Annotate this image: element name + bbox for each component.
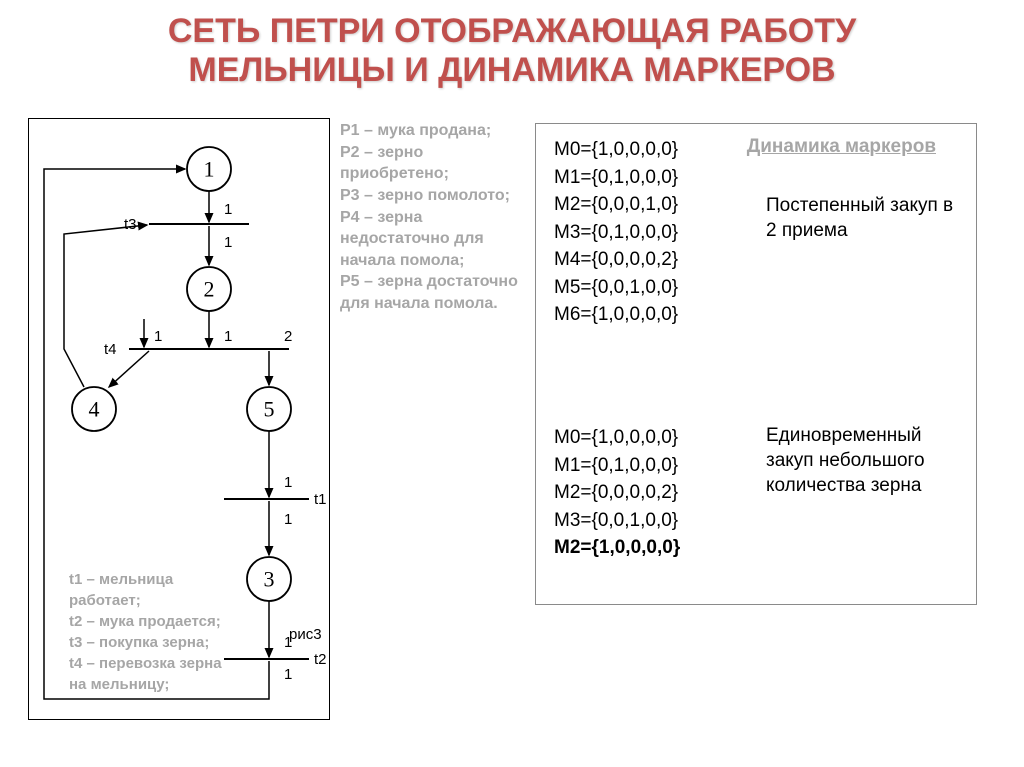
legend-transitions: t1 – мельница работает; t2 – мука продае…: [69, 569, 239, 695]
svg-text:1: 1: [284, 666, 292, 683]
svg-text:1: 1: [284, 511, 292, 528]
legend-t-item: t1 – мельница работает;: [69, 569, 239, 611]
legend-places: P1 – мука продана; P2 – зерно приобретен…: [340, 120, 530, 314]
svg-text:3: 3: [264, 567, 275, 592]
svg-text:1: 1: [224, 201, 232, 218]
svg-text:1: 1: [224, 234, 232, 251]
svg-text:4: 4: [89, 397, 100, 422]
svg-text:t2: t2: [314, 651, 327, 668]
petri-net-diagram: 1 2 4 5 3 t3 t4 t1 t2 1 1 1 1 2 1 1 1 1: [28, 118, 330, 720]
svg-text:t1: t1: [314, 491, 327, 508]
caption-b: Единовременный закуп небольшого количест…: [766, 424, 966, 498]
svg-text:t3: t3: [124, 216, 137, 233]
title-line2: МЕЛЬНИЦЫ И ДИНАМИКА МАРКЕРОВ: [188, 51, 835, 89]
legend-p-item: P2 – зерно приобретено;: [340, 142, 530, 185]
svg-text:5: 5: [264, 397, 275, 422]
figure-label: рис3: [289, 626, 322, 643]
marking-row: M1={0,1,0,0,0}: [554, 452, 680, 480]
marking-row: M5={0,0,1,0,0}: [554, 274, 678, 302]
caption-a: Постепенный закуп в 2 приема: [766, 194, 966, 243]
markings-panel: Динамика маркеров M0={1,0,0,0,0} M1={0,1…: [535, 123, 977, 605]
page-title: СЕТЬ ПЕТРИ ОТОБРАЖАЮЩАЯ РАБОТУ МЕЛЬНИЦЫ …: [0, 0, 1024, 98]
content-area: 1 2 4 5 3 t3 t4 t1 t2 1 1 1 1 2 1 1 1 1: [0, 98, 1024, 758]
legend-p-item: P3 – зерно помолото;: [340, 185, 530, 207]
marking-row: M3={0,0,1,0,0}: [554, 507, 680, 535]
dynamics-title: Динамика маркеров: [747, 136, 936, 158]
svg-text:2: 2: [204, 277, 215, 302]
svg-text:1: 1: [154, 328, 162, 345]
legend-p-item: P5 – зерна достаточно для начала помола.: [340, 271, 530, 314]
marking-row: M2={0,0,0,0,2}: [554, 479, 680, 507]
markings-sequence-b: M0={1,0,0,0,0} M1={0,1,0,0,0} M2={0,0,0,…: [554, 424, 680, 562]
legend-p-item: P4 – зерна недостаточно для начала помол…: [340, 207, 530, 272]
marking-row: M2={0,0,0,1,0}: [554, 191, 678, 219]
markings-sequence-a: M0={1,0,0,0,0} M1={0,1,0,0,0} M2={0,0,0,…: [554, 136, 678, 329]
marking-row: M4={0,0,0,0,2}: [554, 246, 678, 274]
legend-t-item: t3 – покупка зерна;: [69, 632, 239, 653]
marking-row: M0={1,0,0,0,0}: [554, 424, 680, 452]
marking-row: M0={1,0,0,0,0}: [554, 136, 678, 164]
svg-text:1: 1: [224, 328, 232, 345]
svg-text:1: 1: [284, 474, 292, 491]
legend-t-item: t2 – мука продается;: [69, 611, 239, 632]
marking-row-bold: M2={1,0,0,0,0}: [554, 534, 680, 562]
svg-text:2: 2: [284, 328, 292, 345]
svg-text:1: 1: [204, 157, 215, 182]
legend-p-item: P1 – мука продана;: [340, 120, 530, 142]
legend-t-item: t4 – перевозка зерна на мельницу;: [69, 653, 239, 695]
marking-row: M6={1,0,0,0,0}: [554, 301, 678, 329]
marking-row: M3={0,1,0,0,0}: [554, 219, 678, 247]
svg-text:t4: t4: [104, 341, 117, 358]
title-line1: СЕТЬ ПЕТРИ ОТОБРАЖАЮЩАЯ РАБОТУ: [168, 12, 856, 50]
marking-row: M1={0,1,0,0,0}: [554, 164, 678, 192]
